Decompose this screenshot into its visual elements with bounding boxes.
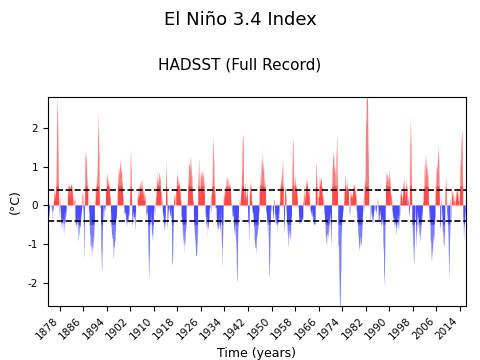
Text: El Niño 3.4 Index: El Niño 3.4 Index xyxy=(164,11,316,29)
Y-axis label: (°C): (°C) xyxy=(9,189,23,214)
Text: HADSST (Full Record): HADSST (Full Record) xyxy=(158,58,322,73)
X-axis label: Time (years): Time (years) xyxy=(217,347,296,360)
